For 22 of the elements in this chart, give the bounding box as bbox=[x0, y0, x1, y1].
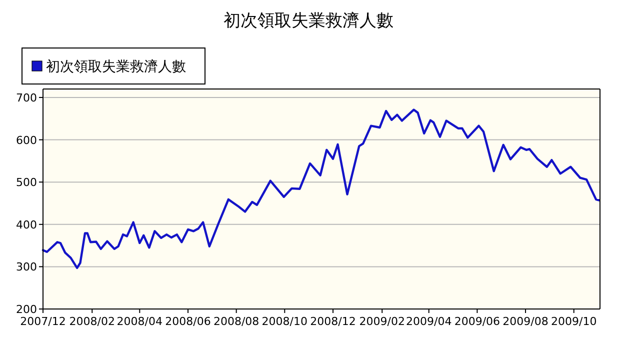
x-tick-label: 2007/12 bbox=[20, 315, 66, 328]
x-tick-label: 2008/10 bbox=[262, 315, 308, 328]
y-tick-label: 400 bbox=[16, 218, 37, 232]
x-tick-label: 2009/04 bbox=[406, 315, 452, 328]
y-tick-label: 600 bbox=[16, 134, 37, 147]
legend: 初次領取失業救濟人數 bbox=[22, 48, 206, 84]
x-tick-label: 2009/02 bbox=[359, 315, 405, 328]
x-tick-label: 2009/08 bbox=[502, 315, 548, 328]
y-tick-label: 700 bbox=[16, 91, 37, 104]
y-tick-label: 200 bbox=[16, 303, 37, 316]
x-tick-label: 2008/06 bbox=[165, 315, 211, 328]
x-tick-label: 2008/12 bbox=[310, 315, 356, 328]
y-tick-label: 500 bbox=[16, 176, 37, 190]
x-tick-label: 2008/04 bbox=[116, 315, 163, 328]
chart-title: 初次領取失業救濟人數 bbox=[224, 11, 394, 31]
x-tick-label: 2008/08 bbox=[213, 315, 260, 328]
line-series bbox=[42, 108, 600, 270]
x-tick-label: 2009/06 bbox=[454, 315, 500, 328]
x-tick-label: 2009/10 bbox=[551, 315, 597, 328]
legend-label: 初次領取失業救濟人數 bbox=[46, 59, 186, 75]
y-tick-label: 300 bbox=[16, 260, 37, 274]
x-tick-label: 2008/02 bbox=[69, 315, 115, 328]
